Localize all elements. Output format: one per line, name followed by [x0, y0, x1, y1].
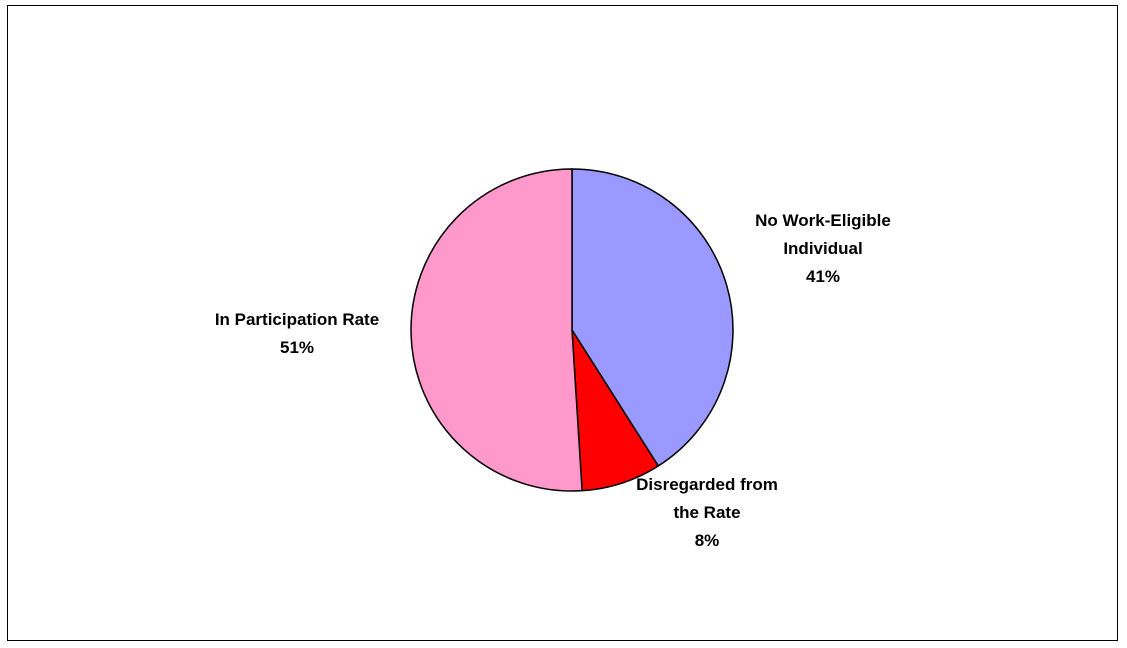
slice-label-2: the Rate: [673, 503, 740, 522]
slice-label-1: Individual: [783, 239, 862, 258]
pie-slice-1: [571, 168, 734, 467]
slice-label-2: Disregarded from: [636, 475, 778, 494]
slice-value-label-3: 51%: [280, 338, 314, 357]
pie-slice-3: [410, 168, 583, 492]
slice-value-label-1: 41%: [806, 267, 840, 286]
slice-label-3: In Participation Rate: [215, 310, 379, 329]
slice-label-1: No Work-Eligible: [755, 211, 891, 230]
slice-value-label-2: 8%: [695, 531, 720, 550]
